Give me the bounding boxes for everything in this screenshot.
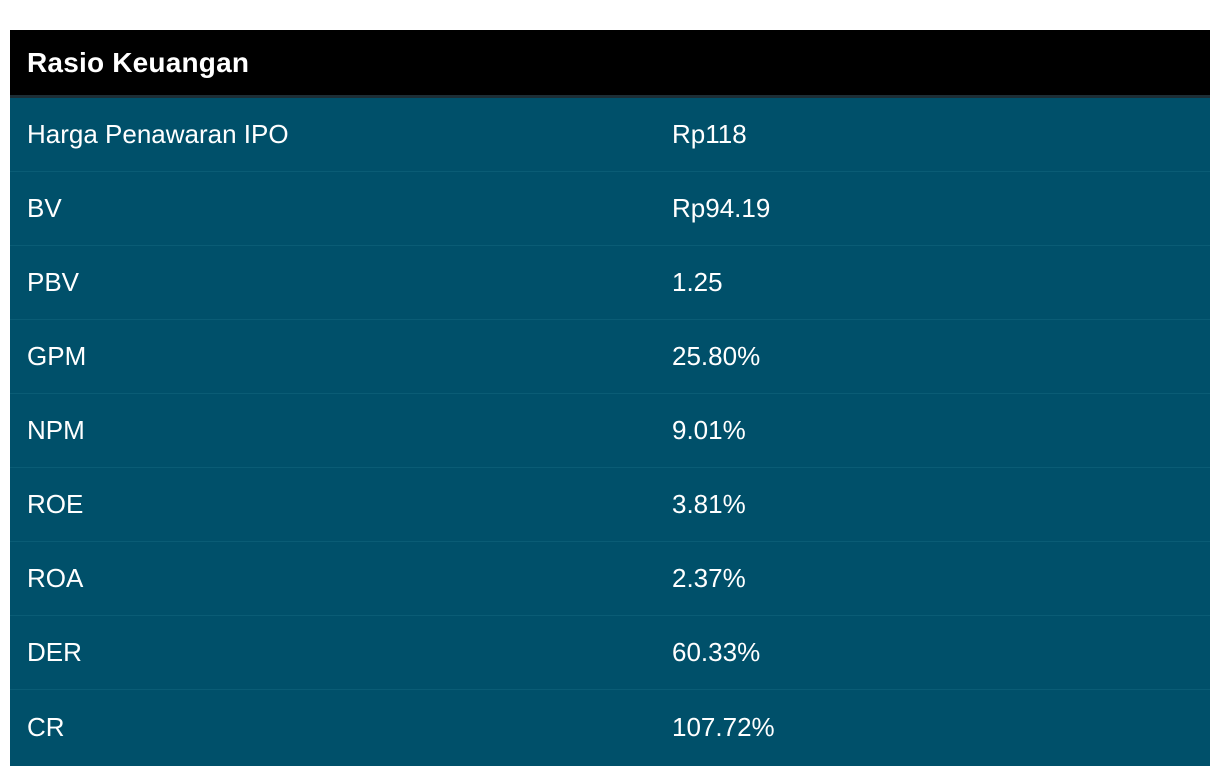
row-label: CR xyxy=(27,711,65,742)
row-label: ROA xyxy=(27,563,84,593)
table-row-roa: ROA 2.37% xyxy=(10,542,1210,616)
table-row-cr: CR 107.72% xyxy=(10,690,1210,764)
table-row-ipo-price: Harga Penawaran IPO Rp118 xyxy=(10,98,1210,172)
row-label: Harga Penawaran IPO xyxy=(27,119,289,149)
table-row-roe: ROE 3.81% xyxy=(10,468,1210,542)
table-row-npm: NPM 9.01% xyxy=(10,394,1210,468)
row-label: DER xyxy=(27,637,82,667)
row-value: Rp94.19 xyxy=(672,193,771,223)
row-value: 107.72% xyxy=(672,711,775,742)
table-row-bv: BV Rp94.19 xyxy=(10,172,1210,246)
row-value: Rp118 xyxy=(672,119,747,149)
row-label: ROE xyxy=(27,489,84,519)
row-label: GPM xyxy=(27,341,87,371)
table-row-der: DER 60.33% xyxy=(10,616,1210,690)
row-label: PBV xyxy=(27,267,80,297)
table-row-gpm: GPM 25.80% xyxy=(10,320,1210,394)
row-label: BV xyxy=(27,193,62,223)
table-body: Harga Penawaran IPO Rp118 BV Rp94.19 PBV… xyxy=(10,98,1210,764)
table-row-pbv: PBV 1.25 xyxy=(10,246,1210,320)
row-value: 2.37% xyxy=(672,563,746,593)
row-value: 60.33% xyxy=(672,637,761,667)
row-value: 9.01% xyxy=(672,415,746,445)
row-value: 25.80% xyxy=(672,341,761,371)
row-value: 3.81% xyxy=(672,489,746,519)
row-label: NPM xyxy=(27,415,85,445)
row-value: 1.25 xyxy=(672,267,723,297)
table-title: Rasio Keuangan xyxy=(27,46,250,78)
financial-ratio-table: Rasio Keuangan Harga Penawaran IPO Rp118… xyxy=(10,30,1210,766)
table-header: Rasio Keuangan xyxy=(10,30,1210,98)
